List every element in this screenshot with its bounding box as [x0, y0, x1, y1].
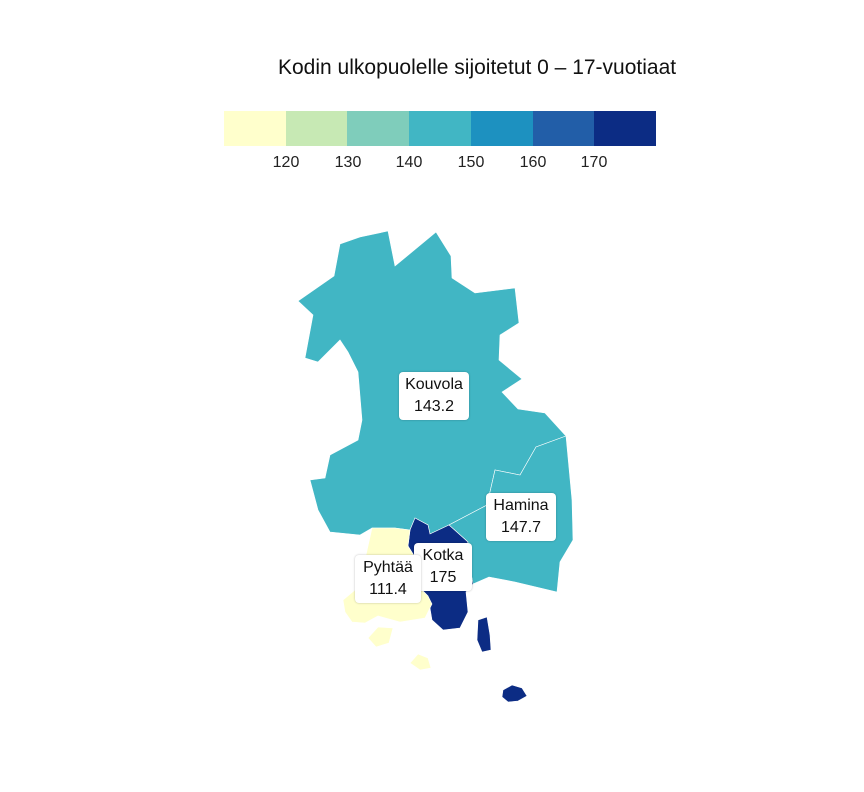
color-legend [224, 111, 657, 146]
region-name: Kouvola [405, 376, 463, 393]
label-kotka: Kotka 175 [414, 543, 472, 591]
label-pyhtaa: Pyhtää 111.4 [355, 555, 421, 603]
label-hamina: Hamina 147.7 [486, 493, 556, 541]
legend-tick: 130 [334, 154, 362, 171]
region-pyhtaa-island[interactable] [409, 653, 432, 671]
legend-swatch [409, 111, 471, 146]
region-value: 111.4 [369, 581, 407, 598]
region-value: 175 [429, 569, 457, 586]
legend-swatch [224, 111, 286, 146]
legend-swatch [594, 111, 657, 146]
region-name: Kotka [422, 547, 464, 564]
map-title: Kodin ulkopuolelle sijoitetut 0 – 17-vuo… [278, 56, 677, 79]
legend-ticks: 120 130 140 150 160 170 [0, 154, 864, 176]
legend-tick: 150 [457, 154, 485, 171]
label-kouvola: Kouvola 143.2 [399, 372, 469, 420]
region-name: Hamina [493, 497, 549, 514]
legend-tick: 140 [395, 154, 423, 171]
legend-tick: 120 [272, 154, 300, 171]
legend-swatch [347, 111, 410, 146]
region-pyhtaa-island[interactable] [367, 626, 394, 648]
region-value: 143.2 [413, 398, 455, 415]
legend-swatch [285, 111, 348, 146]
region-kotka-island[interactable] [476, 616, 492, 653]
legend-tick: 160 [519, 154, 547, 171]
legend-swatch [532, 111, 595, 146]
region-kotka-island[interactable] [501, 684, 528, 703]
legend-swatch [470, 111, 533, 146]
region-value: 147.7 [500, 519, 542, 536]
legend-tick: 170 [580, 154, 608, 171]
region-name: Pyhtää [363, 559, 413, 576]
